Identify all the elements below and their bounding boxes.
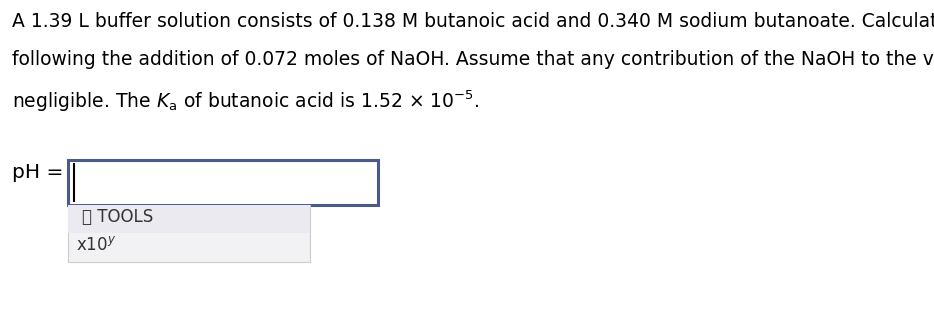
Bar — [68, 205, 310, 233]
Text: A 1.39 L buffer solution consists of 0.138 M butanoic acid and 0.340 M sodium bu: A 1.39 L buffer solution consists of 0.1… — [12, 12, 934, 31]
Bar — [68, 160, 378, 205]
Text: negligible. The $K_{\mathrm{a}}$ of butanoic acid is 1.52 × 10$^{-5}$.: negligible. The $K_{\mathrm{a}}$ of buta… — [12, 88, 479, 114]
Bar — [68, 205, 310, 262]
Text: following the addition of 0.072 moles of NaOH. Assume that any contribution of t: following the addition of 0.072 moles of… — [12, 50, 934, 69]
Text: pH =: pH = — [12, 162, 64, 182]
Text: x10$^{y}$: x10$^{y}$ — [76, 236, 116, 254]
Text: 🔧 TOOLS: 🔧 TOOLS — [82, 208, 153, 226]
